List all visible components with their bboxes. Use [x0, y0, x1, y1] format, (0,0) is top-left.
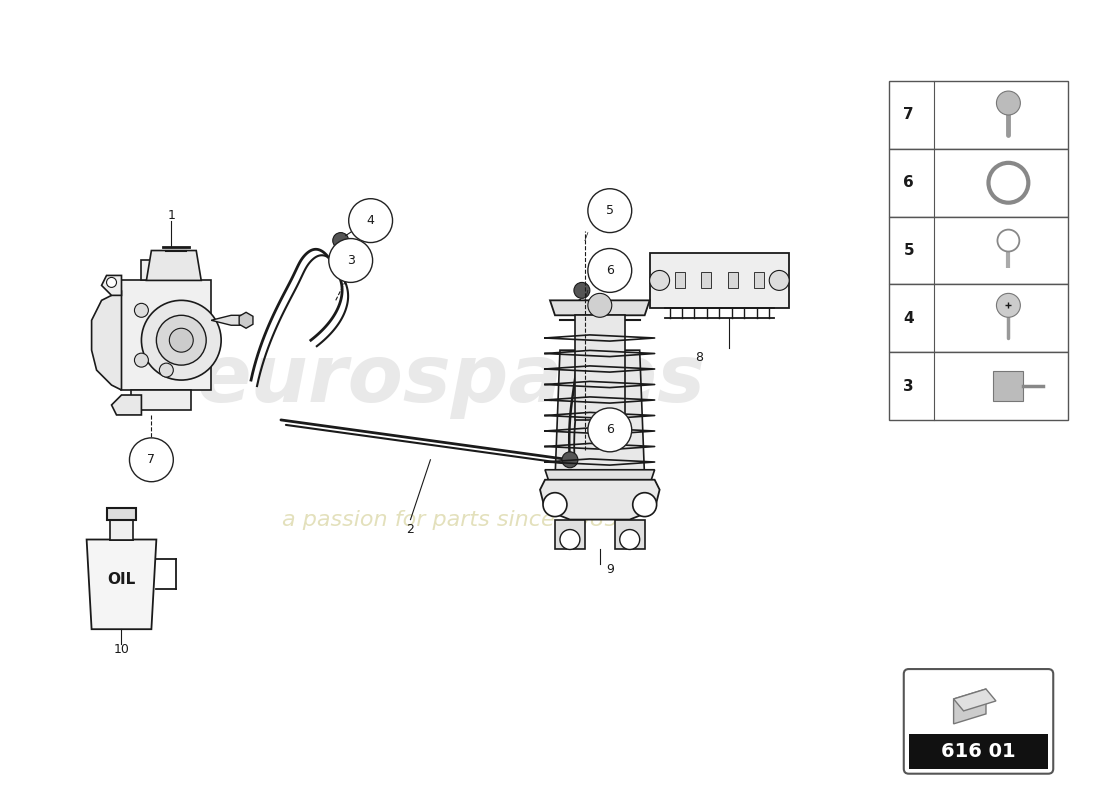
Circle shape: [333, 233, 349, 249]
Polygon shape: [101, 275, 121, 295]
Polygon shape: [544, 470, 654, 485]
Polygon shape: [889, 352, 1068, 420]
Circle shape: [107, 278, 117, 287]
Polygon shape: [889, 217, 1068, 285]
Circle shape: [560, 530, 580, 550]
Polygon shape: [556, 350, 645, 480]
Polygon shape: [107, 508, 136, 519]
Circle shape: [619, 530, 640, 550]
Polygon shape: [142, 261, 182, 281]
Text: 6: 6: [903, 175, 914, 190]
Polygon shape: [239, 312, 253, 328]
Circle shape: [632, 493, 657, 517]
Circle shape: [587, 249, 631, 292]
Polygon shape: [211, 315, 246, 326]
Polygon shape: [121, 281, 211, 390]
Polygon shape: [540, 480, 660, 519]
Bar: [728, 273, 738, 288]
Text: 616 01: 616 01: [942, 742, 1015, 761]
Polygon shape: [993, 371, 1023, 401]
Text: 7: 7: [903, 107, 914, 122]
Circle shape: [997, 294, 1021, 318]
Text: 5: 5: [606, 204, 614, 217]
Text: 4: 4: [366, 214, 375, 227]
Circle shape: [169, 328, 194, 352]
Circle shape: [156, 315, 206, 365]
Text: 2: 2: [407, 523, 415, 536]
Polygon shape: [550, 300, 650, 315]
Circle shape: [130, 438, 174, 482]
Polygon shape: [575, 315, 625, 420]
Text: OIL: OIL: [108, 572, 135, 587]
Circle shape: [329, 238, 373, 282]
Polygon shape: [650, 253, 789, 308]
Text: 1: 1: [167, 209, 175, 222]
Circle shape: [134, 303, 148, 318]
Circle shape: [142, 300, 221, 380]
Bar: [701, 273, 711, 288]
Polygon shape: [889, 285, 1068, 352]
Polygon shape: [110, 519, 133, 539]
Circle shape: [587, 189, 631, 233]
Text: 6: 6: [606, 264, 614, 277]
Text: 10: 10: [113, 642, 130, 656]
Polygon shape: [615, 519, 645, 550]
Circle shape: [997, 91, 1021, 115]
Polygon shape: [954, 689, 986, 724]
Polygon shape: [111, 395, 142, 415]
Bar: [674, 273, 684, 288]
FancyBboxPatch shape: [904, 669, 1053, 774]
Circle shape: [587, 294, 612, 318]
Polygon shape: [91, 290, 121, 390]
Text: 3: 3: [346, 254, 354, 267]
Polygon shape: [556, 519, 585, 550]
Circle shape: [769, 270, 789, 290]
Polygon shape: [87, 539, 156, 630]
Text: 6: 6: [606, 423, 614, 436]
Polygon shape: [889, 81, 1068, 149]
Bar: [755, 273, 764, 288]
Bar: [909, 734, 1048, 769]
Circle shape: [160, 363, 174, 377]
Text: 5: 5: [903, 243, 914, 258]
Polygon shape: [132, 390, 191, 410]
Circle shape: [134, 353, 148, 367]
Polygon shape: [146, 250, 201, 281]
Polygon shape: [954, 689, 996, 711]
Text: 8: 8: [695, 351, 704, 364]
Text: 3: 3: [903, 378, 914, 394]
Text: 7: 7: [147, 454, 155, 466]
Circle shape: [998, 230, 1020, 251]
Circle shape: [574, 282, 590, 298]
Text: 4: 4: [903, 310, 914, 326]
Text: a passion for parts since 1985: a passion for parts since 1985: [283, 510, 618, 530]
Circle shape: [543, 493, 566, 517]
Text: 9: 9: [606, 563, 614, 576]
Circle shape: [650, 270, 670, 290]
Polygon shape: [889, 149, 1068, 217]
Circle shape: [562, 452, 578, 468]
Text: eurospares: eurospares: [196, 341, 705, 419]
Circle shape: [587, 408, 631, 452]
Circle shape: [349, 198, 393, 242]
